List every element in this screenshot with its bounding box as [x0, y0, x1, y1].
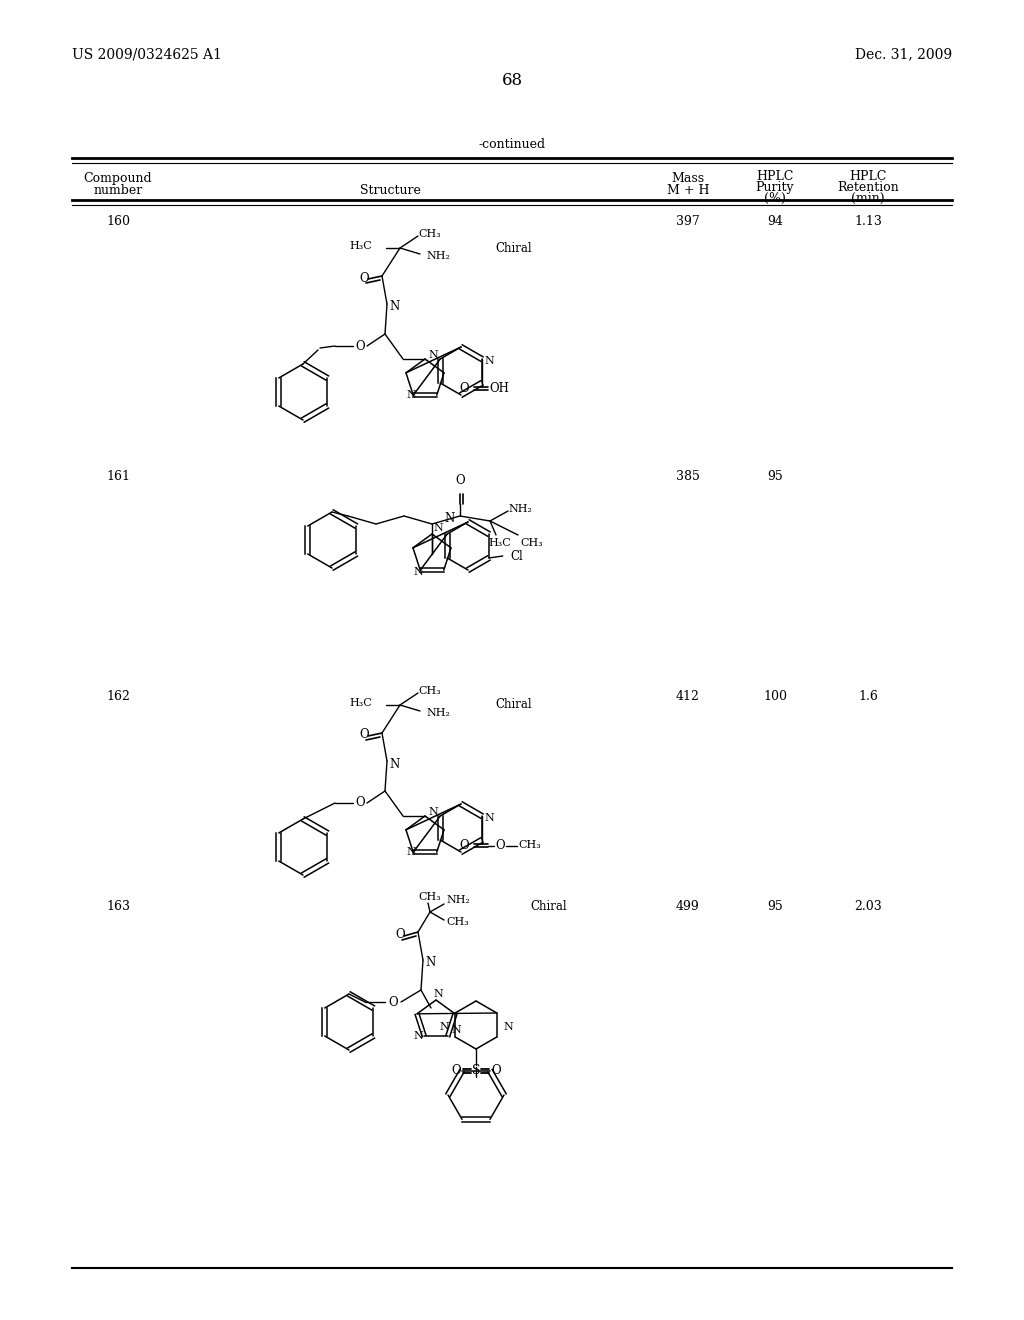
Text: 412: 412 — [676, 690, 700, 704]
Text: Compound: Compound — [84, 172, 153, 185]
Text: N: N — [413, 1031, 423, 1041]
Text: NH₂: NH₂ — [508, 504, 531, 513]
Text: (min): (min) — [851, 191, 885, 205]
Text: Chiral: Chiral — [530, 900, 566, 913]
Text: N: N — [428, 807, 438, 817]
Text: 95: 95 — [767, 470, 783, 483]
Text: HPLC: HPLC — [757, 170, 794, 183]
Text: N: N — [407, 847, 416, 857]
Text: O: O — [452, 1064, 461, 1077]
Text: 161: 161 — [106, 470, 130, 483]
Text: 100: 100 — [763, 690, 787, 704]
Text: US 2009/0324625 A1: US 2009/0324625 A1 — [72, 48, 222, 61]
Text: S: S — [472, 1064, 480, 1077]
Text: O: O — [492, 1064, 501, 1077]
Text: O: O — [495, 840, 505, 851]
Text: 68: 68 — [502, 73, 522, 88]
Text: O: O — [359, 272, 369, 285]
Text: N: N — [390, 758, 400, 771]
Text: 499: 499 — [676, 900, 699, 913]
Text: O: O — [459, 381, 469, 395]
Text: Purity: Purity — [756, 181, 795, 194]
Text: Mass: Mass — [672, 172, 705, 185]
Text: N: N — [390, 301, 400, 314]
Text: H₃C: H₃C — [349, 698, 372, 708]
Text: 1.13: 1.13 — [854, 215, 882, 228]
Text: CH₃: CH₃ — [419, 686, 441, 696]
Text: 95: 95 — [767, 900, 783, 913]
Text: NH₂: NH₂ — [426, 708, 450, 718]
Text: N: N — [452, 1026, 461, 1035]
Text: O: O — [456, 474, 465, 487]
Text: 163: 163 — [106, 900, 130, 913]
Text: N: N — [484, 813, 494, 822]
Text: H₃C: H₃C — [488, 539, 511, 548]
Text: Cl: Cl — [511, 549, 523, 562]
Text: O: O — [355, 339, 365, 352]
Text: (%): (%) — [764, 191, 786, 205]
Text: -continued: -continued — [478, 139, 546, 150]
Text: 2.03: 2.03 — [854, 900, 882, 913]
Text: 397: 397 — [676, 215, 699, 228]
Text: number: number — [93, 183, 142, 197]
Text: O: O — [388, 995, 397, 1008]
Text: N: N — [413, 568, 423, 577]
Text: CH₃: CH₃ — [419, 228, 441, 239]
Text: CH₃: CH₃ — [518, 841, 541, 850]
Text: H₃C: H₃C — [349, 242, 372, 251]
Text: N: N — [428, 350, 438, 360]
Text: Chiral: Chiral — [495, 698, 531, 711]
Text: CH₃: CH₃ — [419, 892, 441, 902]
Text: 385: 385 — [676, 470, 700, 483]
Text: O: O — [459, 840, 469, 851]
Text: Structure: Structure — [359, 183, 421, 197]
Text: 162: 162 — [106, 690, 130, 704]
Text: 94: 94 — [767, 215, 783, 228]
Text: 160: 160 — [106, 215, 130, 228]
Text: M + H: M + H — [667, 183, 710, 197]
Text: O: O — [355, 796, 365, 809]
Text: N: N — [433, 989, 442, 999]
Text: N: N — [503, 1022, 513, 1032]
Text: Chiral: Chiral — [495, 242, 531, 255]
Text: OH: OH — [489, 381, 510, 395]
Text: NH₂: NH₂ — [446, 895, 470, 906]
Text: N: N — [439, 1022, 449, 1032]
Text: NH₂: NH₂ — [426, 251, 450, 261]
Text: N: N — [407, 389, 416, 400]
Text: Dec. 31, 2009: Dec. 31, 2009 — [855, 48, 952, 61]
Text: Retention: Retention — [838, 181, 899, 194]
Text: CH₃: CH₃ — [520, 539, 544, 548]
Text: N: N — [426, 957, 436, 969]
Text: N: N — [433, 523, 442, 533]
Text: N: N — [484, 356, 494, 366]
Text: N: N — [444, 512, 455, 525]
Text: O: O — [359, 729, 369, 742]
Text: O: O — [395, 928, 404, 941]
Text: CH₃: CH₃ — [446, 917, 469, 927]
Text: HPLC: HPLC — [849, 170, 887, 183]
Text: 1.6: 1.6 — [858, 690, 878, 704]
